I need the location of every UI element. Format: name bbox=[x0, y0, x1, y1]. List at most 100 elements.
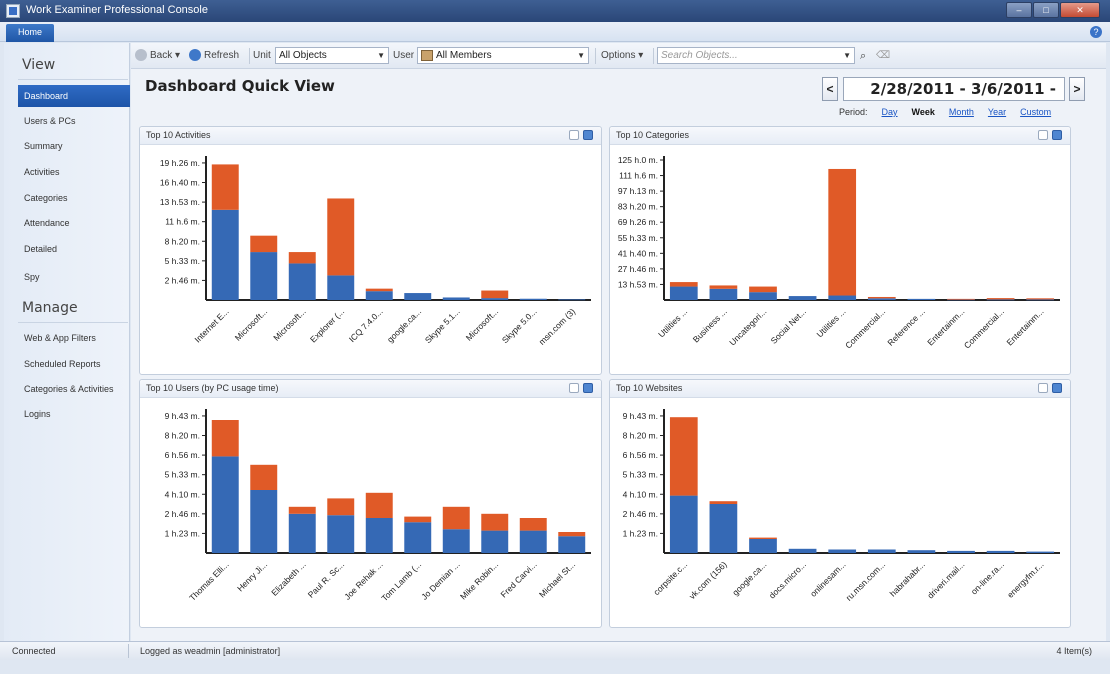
bar-segment[interactable] bbox=[404, 522, 432, 553]
sidebar-item-users-pcs[interactable]: Users & PCs bbox=[24, 116, 76, 126]
bar-segment[interactable] bbox=[947, 550, 975, 553]
bar-segment[interactable] bbox=[986, 550, 1015, 553]
bar-segment[interactable] bbox=[788, 548, 817, 553]
bar-segment[interactable] bbox=[709, 504, 738, 553]
bar-segment[interactable] bbox=[1026, 551, 1055, 553]
bar-segment[interactable] bbox=[709, 501, 738, 504]
bar-segment[interactable] bbox=[519, 530, 547, 553]
tab-home[interactable]: Home bbox=[6, 24, 54, 42]
bar-segment[interactable] bbox=[519, 518, 547, 531]
period-custom[interactable]: Custom bbox=[1020, 107, 1052, 117]
bar-segment[interactable] bbox=[327, 515, 355, 553]
sidebar-item-dashboard[interactable]: Dashboard bbox=[18, 85, 130, 107]
bar-segment[interactable] bbox=[709, 285, 738, 289]
settings-icon[interactable] bbox=[1038, 383, 1048, 393]
bar-segment[interactable] bbox=[288, 263, 316, 300]
sidebar-item-categories-activities[interactable]: Categories & Activities bbox=[24, 384, 114, 394]
bar-segment[interactable] bbox=[947, 298, 975, 300]
bar-segment[interactable] bbox=[211, 164, 239, 210]
bar-segment[interactable] bbox=[558, 299, 586, 301]
user-select[interactable]: All Members ▼ bbox=[417, 47, 589, 64]
bar-segment[interactable] bbox=[442, 297, 470, 300]
period-week[interactable]: Week bbox=[911, 107, 935, 117]
bar-segment[interactable] bbox=[404, 516, 432, 523]
bar-segment[interactable] bbox=[828, 295, 857, 300]
bar-segment[interactable] bbox=[442, 506, 470, 530]
next-period-button[interactable]: > bbox=[1069, 77, 1085, 101]
sidebar-item-logins[interactable]: Logins bbox=[24, 409, 51, 419]
bar-segment[interactable] bbox=[288, 506, 316, 514]
bar-segment[interactable] bbox=[669, 282, 698, 287]
sidebar-item-activities[interactable]: Activities bbox=[24, 167, 60, 177]
sidebar-item-detailed[interactable]: Detailed bbox=[24, 244, 58, 254]
sidebar-item-categories[interactable]: Categories bbox=[24, 193, 68, 203]
bar-segment[interactable] bbox=[749, 537, 777, 539]
bar-segment[interactable] bbox=[788, 296, 817, 300]
bar-segment[interactable] bbox=[481, 290, 509, 299]
bar-segment[interactable] bbox=[867, 298, 896, 300]
date-range-picker[interactable]: 2/28/2011 - 3/6/2011 - bbox=[843, 77, 1065, 101]
bar-segment[interactable] bbox=[288, 513, 316, 553]
settings-icon[interactable] bbox=[569, 383, 579, 393]
bar-segment[interactable] bbox=[986, 299, 1015, 301]
bar-segment[interactable] bbox=[907, 550, 936, 553]
bar-segment[interactable] bbox=[250, 235, 278, 253]
bar-segment[interactable] bbox=[481, 530, 509, 553]
bar-segment[interactable] bbox=[327, 498, 355, 516]
search-input[interactable]: Search Objects... ▼ bbox=[657, 47, 855, 64]
prev-period-button[interactable]: < bbox=[822, 77, 838, 101]
bar-segment[interactable] bbox=[867, 296, 896, 299]
bar-segment[interactable] bbox=[250, 464, 278, 490]
sidebar-item-web-app-filters[interactable]: Web & App Filters bbox=[24, 333, 96, 343]
bar-segment[interactable] bbox=[828, 549, 857, 554]
bar-segment[interactable] bbox=[481, 298, 509, 300]
bar-segment[interactable] bbox=[365, 518, 393, 553]
sidebar-item-attendance[interactable]: Attendance bbox=[24, 218, 70, 228]
bar-segment[interactable] bbox=[481, 513, 509, 531]
bar-segment[interactable] bbox=[709, 288, 738, 300]
minimize-panel-icon[interactable] bbox=[583, 383, 593, 393]
bar-segment[interactable] bbox=[1026, 298, 1055, 300]
bar-segment[interactable] bbox=[250, 252, 278, 300]
bar-segment[interactable] bbox=[828, 168, 857, 296]
bar-segment[interactable] bbox=[749, 292, 777, 300]
close-button[interactable]: ✕ bbox=[1060, 2, 1100, 18]
options-button[interactable]: Options ▾ bbox=[601, 50, 644, 61]
period-month[interactable]: Month bbox=[948, 107, 974, 117]
back-button[interactable]: Back ▾ bbox=[135, 48, 180, 64]
bar-segment[interactable] bbox=[365, 291, 393, 300]
bar-segment[interactable] bbox=[365, 288, 393, 292]
bar-segment[interactable] bbox=[211, 420, 239, 457]
maximize-button[interactable]: □ bbox=[1033, 2, 1059, 18]
bar-segment[interactable] bbox=[211, 209, 239, 300]
period-year[interactable]: Year bbox=[987, 107, 1007, 117]
sidebar-item-spy[interactable]: Spy bbox=[24, 272, 40, 282]
bar-segment[interactable] bbox=[749, 539, 777, 553]
bar-segment[interactable] bbox=[947, 299, 975, 301]
bar-segment[interactable] bbox=[327, 198, 355, 276]
bar-segment[interactable] bbox=[907, 298, 936, 300]
bar-segment[interactable] bbox=[211, 456, 239, 553]
bar-segment[interactable] bbox=[669, 495, 698, 553]
sidebar-item-scheduled-reports[interactable]: Scheduled Reports bbox=[24, 359, 101, 369]
bar-segment[interactable] bbox=[1026, 299, 1055, 301]
bar-segment[interactable] bbox=[250, 490, 278, 553]
bar-segment[interactable] bbox=[749, 286, 777, 293]
period-day[interactable]: Day bbox=[881, 107, 898, 117]
bar-segment[interactable] bbox=[986, 298, 1015, 300]
search-icon[interactable]: ⌕ bbox=[860, 50, 867, 62]
bar-segment[interactable] bbox=[558, 536, 586, 553]
bar-segment[interactable] bbox=[558, 532, 586, 537]
clear-filter-icon[interactable]: ⌫ bbox=[876, 50, 891, 61]
minimize-button[interactable]: – bbox=[1006, 2, 1032, 18]
bar-segment[interactable] bbox=[669, 417, 698, 496]
settings-icon[interactable] bbox=[1038, 130, 1048, 140]
bar-segment[interactable] bbox=[404, 293, 432, 300]
bar-segment[interactable] bbox=[519, 298, 547, 300]
minimize-panel-icon[interactable] bbox=[1052, 383, 1062, 393]
bar-segment[interactable] bbox=[867, 549, 896, 554]
bar-segment[interactable] bbox=[669, 286, 698, 300]
bar-segment[interactable] bbox=[442, 529, 470, 553]
bar-segment[interactable] bbox=[288, 252, 316, 264]
help-icon[interactable]: ? bbox=[1090, 26, 1102, 38]
